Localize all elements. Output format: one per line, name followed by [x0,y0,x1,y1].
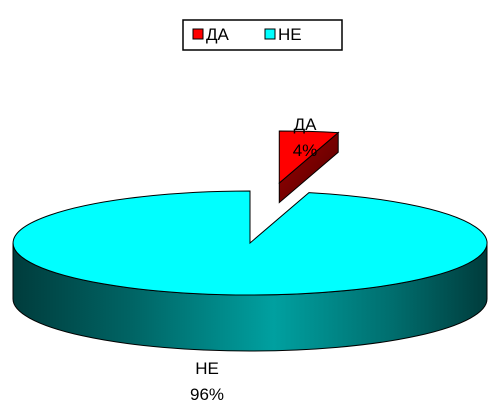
slice-ne [12,190,488,296]
legend: ДА НЕ [182,19,343,51]
legend-swatch-da [192,28,204,40]
legend-label-ne: НЕ [278,25,302,44]
legend-box [182,19,343,51]
data-label-da-value: 4% [293,141,318,160]
legend-swatch-ne [264,28,276,40]
data-label-ne-category: НЕ [195,359,219,378]
data-labels: ДА 4% НЕ 96% [190,115,317,404]
slice-da [278,130,340,185]
data-label-ne-value: 96% [190,385,224,404]
pie-slices [12,130,488,352]
data-label-da-category: ДА [294,115,318,134]
legend-label-da: ДА [206,25,230,44]
